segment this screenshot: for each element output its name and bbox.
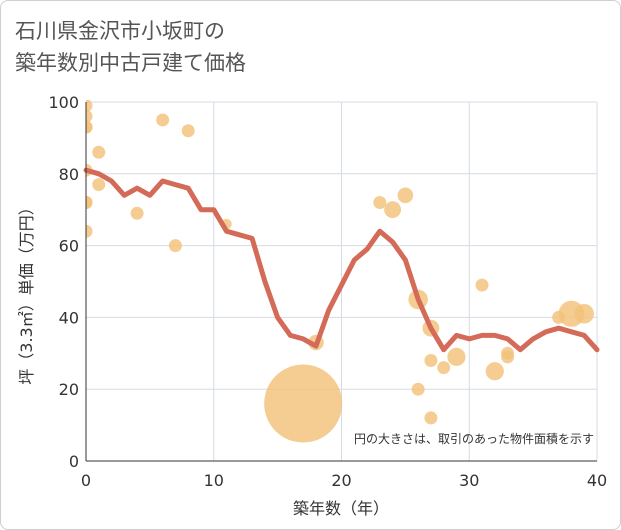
scatter-point — [411, 382, 425, 396]
scatter-point — [384, 201, 402, 219]
trend-line — [83, 167, 600, 353]
scatter-point — [181, 124, 195, 138]
y-tick-label: 0 — [69, 452, 79, 471]
scatter-point — [156, 113, 170, 127]
scatter-point — [92, 178, 106, 192]
x-tick-label: 10 — [204, 471, 224, 490]
scatter-point — [475, 278, 489, 292]
scatter-point — [264, 364, 343, 443]
chart-title-line1: 石川県金沢市小坂町の — [15, 19, 225, 43]
scatter-point — [447, 347, 466, 366]
scatter-point — [424, 411, 438, 425]
scatter-point — [485, 362, 504, 381]
scatter-point — [86, 196, 93, 210]
y-tick-label: 20 — [59, 380, 79, 399]
scatter-point — [86, 224, 93, 238]
x-axis-label: 築年数（年） — [293, 499, 389, 518]
x-tick-label: 20 — [331, 471, 351, 490]
x-tick-labels: 0 10 20 30 40 — [81, 471, 607, 490]
chart-title-line2: 築年数別中古戸建て価格 — [15, 51, 246, 75]
scatter-point — [130, 206, 144, 220]
scatter-point — [373, 196, 387, 210]
scatter-point — [424, 353, 438, 367]
x-tick-label: 0 — [81, 471, 91, 490]
scatter-point — [574, 304, 594, 324]
y-tick-labels: 0 20 40 60 80 100 — [48, 93, 79, 471]
scatter-point — [86, 120, 93, 134]
scatter-point — [86, 100, 93, 113]
y-axis-label: 坪（3.3㎡）単価（万円） — [17, 199, 36, 384]
y-tick-label: 80 — [59, 165, 79, 184]
y-tick-label: 40 — [59, 308, 79, 327]
scatter-point — [168, 239, 182, 253]
x-tick-label: 30 — [459, 471, 479, 490]
scatter-point — [92, 145, 106, 159]
scatter-point — [501, 350, 515, 364]
bubble-size-note: 円の大きさは、取引のあった物件面積を示す — [354, 431, 594, 446]
x-tick-label: 40 — [587, 471, 607, 490]
y-tick-label: 60 — [59, 237, 79, 256]
scatter-point — [397, 187, 414, 204]
y-tick-label: 100 — [48, 93, 79, 112]
scatter-point — [86, 109, 93, 123]
scatter-point — [437, 361, 451, 375]
chart-title: 石川県金沢市小坂町の 築年数別中古戸建て価格 — [15, 15, 246, 79]
scatter-points — [86, 100, 594, 443]
